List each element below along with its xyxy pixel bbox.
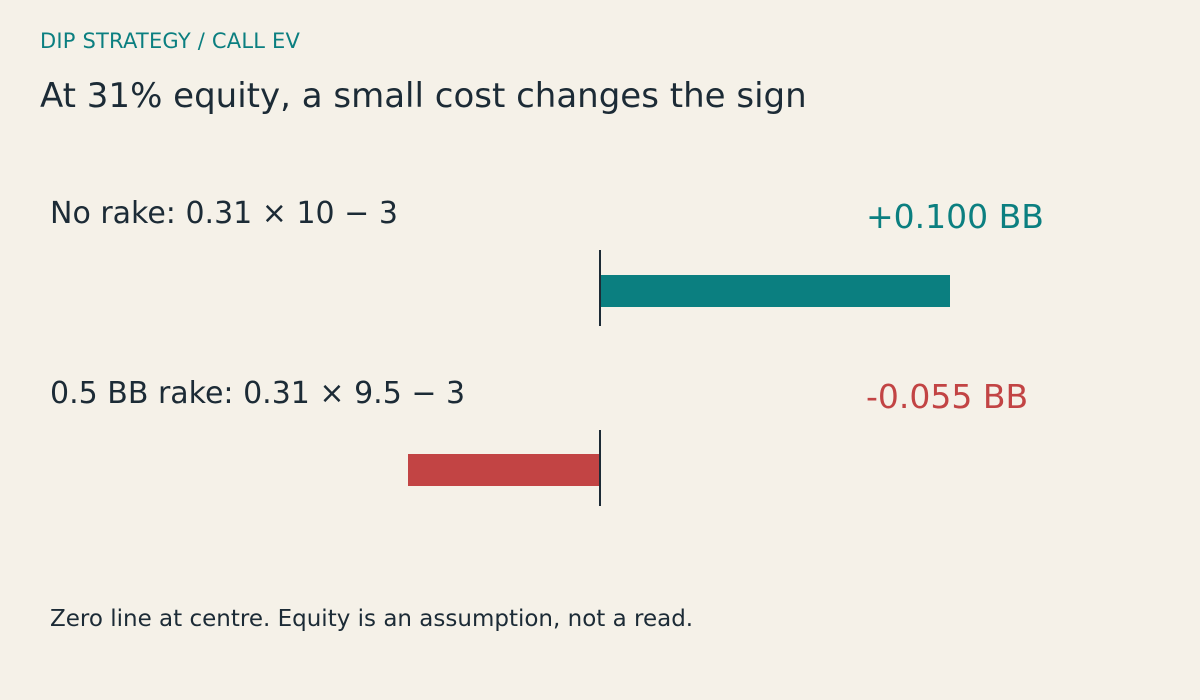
- zero-line-row-2: [599, 430, 601, 506]
- row-label-no-rake: No rake: 0.31 × 10 − 3: [50, 196, 398, 231]
- row-label-rake: 0.5 BB rake: 0.31 × 9.5 − 3: [50, 376, 466, 411]
- footnote: Zero line at centre. Equity is an assump…: [50, 606, 694, 632]
- chart-headline: At 31% equity, a small cost changes the …: [40, 76, 807, 116]
- row-value-rake: -0.055 BB: [866, 377, 1029, 416]
- bar-rake: [407, 454, 600, 486]
- row-value-no-rake: +0.100 BB: [866, 197, 1044, 236]
- zero-line-row-1: [599, 250, 601, 326]
- bar-no-rake: [600, 275, 950, 307]
- chart-eyebrow: DIP STRATEGY / CALL EV: [40, 29, 301, 53]
